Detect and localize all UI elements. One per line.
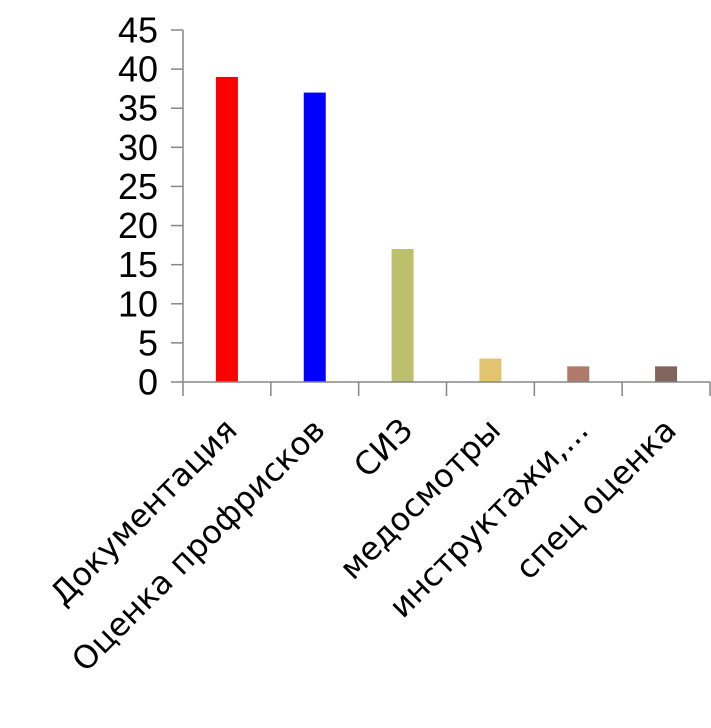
- bars-group: [215, 76, 678, 383]
- y-tick-label: 15: [118, 244, 158, 285]
- y-tick-label: 10: [118, 283, 158, 324]
- y-tick-label: 0: [138, 362, 158, 403]
- bar: [479, 358, 502, 382]
- y-tick-label: 25: [118, 166, 158, 207]
- y-tick-label: 45: [118, 10, 158, 51]
- y-tick-label: 35: [118, 88, 158, 129]
- y-tick-label: 40: [118, 49, 158, 90]
- x-tick-label: СИЗ: [346, 411, 420, 485]
- bar: [391, 249, 414, 382]
- y-tick-label: 20: [118, 205, 158, 246]
- bar: [655, 366, 678, 382]
- bar: [215, 76, 238, 382]
- y-tick-label: 30: [118, 127, 158, 168]
- bar: [567, 366, 590, 382]
- y-tick-label: 5: [138, 322, 158, 363]
- bar: [303, 92, 326, 383]
